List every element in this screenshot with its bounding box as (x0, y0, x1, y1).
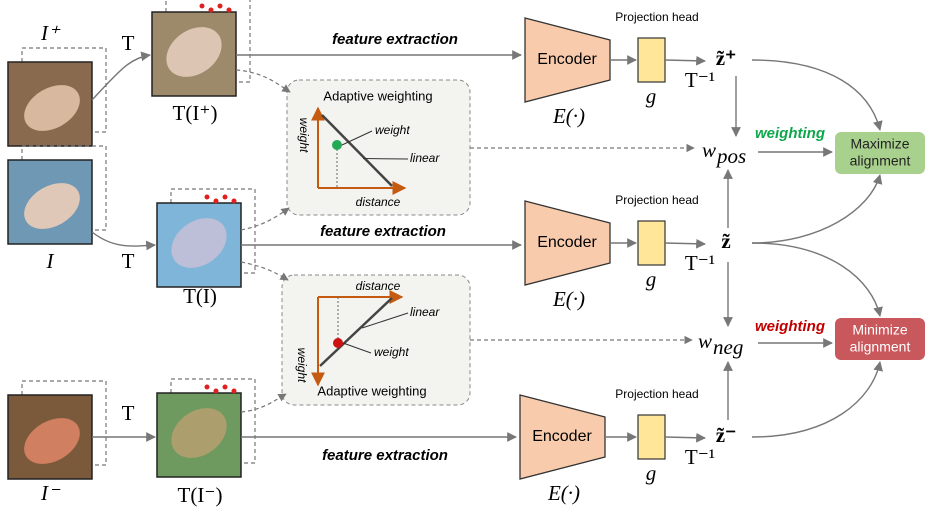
embedding: z̃⁺ (716, 46, 736, 70)
leader (362, 158, 409, 160)
y-axis-label: weight (297, 118, 311, 153)
leader (361, 312, 409, 329)
encoder (524, 200, 611, 286)
weight-line (321, 114, 393, 187)
encoder-fn: E(·) (547, 481, 580, 505)
hand (24, 85, 80, 131)
encoder (519, 394, 606, 480)
dashed-link (240, 393, 287, 413)
keypoint (213, 388, 219, 394)
inverse-label: T⁻¹ (685, 68, 715, 92)
transformed-label: T(I⁺) (173, 101, 218, 125)
point-label: weight (374, 345, 409, 359)
keypoint (217, 3, 223, 9)
transformed-label: T(I⁻) (178, 483, 223, 507)
hand (171, 408, 227, 458)
encoder-label: Encoder (537, 51, 597, 68)
leader (342, 342, 372, 354)
panel-title: Adaptive weighting (323, 88, 432, 103)
keypoint (208, 7, 214, 13)
transform-label: T (122, 31, 135, 55)
keypoint (213, 198, 219, 204)
alignment-arrow (751, 242, 883, 317)
y-axis-label: weight (295, 348, 309, 383)
weighting-tag: weighting (755, 125, 825, 142)
outcome-box (835, 318, 925, 360)
weight-subscript: neg (713, 335, 743, 359)
outcome-label: Minimize (852, 322, 907, 338)
embedding: z̃ (721, 229, 730, 253)
keypoint (199, 3, 205, 9)
keypoint (204, 384, 210, 390)
weighting-panel (281, 274, 471, 406)
head-arrow (664, 55, 706, 66)
x-axis-label: distance (356, 279, 401, 293)
line-label: linear (410, 305, 440, 319)
inverse-label: T⁻¹ (685, 251, 715, 275)
projection-head (637, 37, 666, 83)
head-arrow (664, 238, 706, 249)
dashed-link (235, 69, 291, 93)
input-label: I⁻ (40, 481, 61, 505)
transform-label: T (122, 401, 135, 425)
encoder-label: Encoder (537, 234, 597, 251)
outcome-label: alignment (850, 153, 911, 169)
outcome-box (835, 132, 925, 174)
outcome-label: alignment (850, 339, 911, 355)
alignment-arrow (751, 361, 883, 438)
hand (24, 183, 80, 229)
line-label: linear (410, 151, 440, 165)
weight-line (319, 297, 393, 367)
hand (166, 27, 222, 77)
leader (341, 130, 373, 146)
head-title: Projection head (615, 10, 698, 24)
inverse-label: T⁻¹ (685, 445, 715, 469)
head-label: g (646, 84, 657, 108)
head-title: Projection head (615, 193, 698, 207)
transform-arrow (91, 231, 156, 251)
outcome-label: Maximize (850, 136, 909, 152)
input-label: I⁺ (40, 21, 61, 45)
weighting-tag: weighting (755, 318, 825, 335)
keypoint (231, 388, 237, 394)
hand (24, 418, 80, 464)
keypoint (226, 7, 232, 13)
head-label: g (646, 267, 657, 291)
transform-arrow (91, 51, 151, 101)
weight-symbol: w (698, 329, 712, 353)
input-label: I (46, 249, 55, 273)
dashed-link (240, 261, 289, 281)
keypoint (222, 194, 228, 200)
head-title: Projection head (615, 387, 698, 401)
panel-title: Adaptive weighting (317, 383, 426, 398)
hand (171, 218, 227, 268)
alignment-arrow (751, 174, 883, 244)
point-label: weight (375, 123, 410, 137)
alignment-arrow (751, 59, 883, 131)
head-label: g (646, 461, 657, 485)
head-arrow (664, 432, 706, 443)
encoder (524, 17, 611, 103)
encoder-fn: E(·) (552, 104, 585, 128)
transform-label: T (122, 249, 135, 273)
projection-head (637, 414, 666, 460)
feature-label: feature extraction (320, 223, 446, 240)
dashed-link (240, 207, 290, 231)
encoder-label: Encoder (532, 428, 592, 445)
keypoint (231, 198, 237, 204)
keypoint (222, 384, 228, 390)
feature-label: feature extraction (322, 447, 448, 464)
feature-label: feature extraction (332, 31, 458, 48)
weight-point (333, 338, 343, 348)
embedding: z̃⁻ (716, 423, 736, 447)
keypoint (204, 194, 210, 200)
weight-subscript: pos (715, 144, 746, 168)
x-axis-label: distance (356, 195, 401, 209)
weight-symbol: w (702, 138, 716, 162)
encoder-fn: E(·) (552, 287, 585, 311)
transformed-label: T(I) (183, 284, 217, 308)
weight-point (332, 140, 342, 150)
projection-head (637, 220, 666, 266)
